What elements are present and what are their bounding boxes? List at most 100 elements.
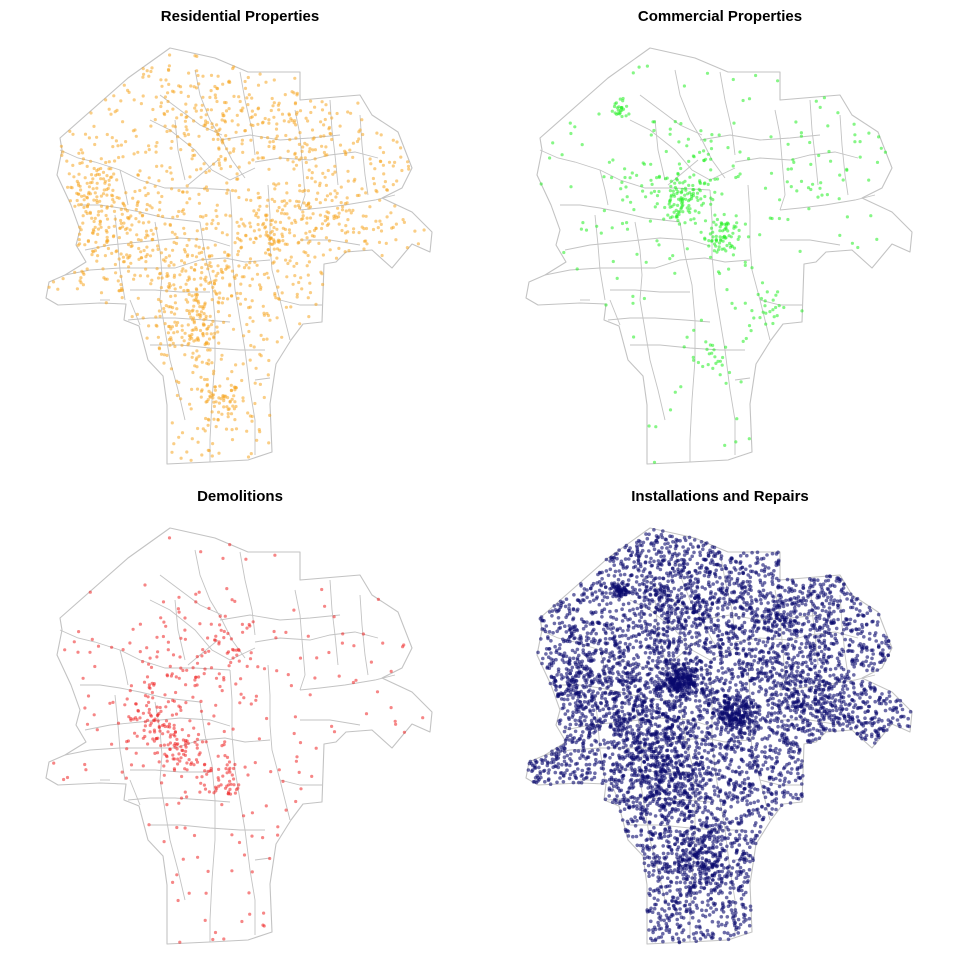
data-point: [347, 249, 351, 253]
data-point: [761, 655, 766, 659]
data-point: [96, 254, 100, 258]
neighborhood-boundary: [359, 594, 369, 676]
data-point: [216, 417, 220, 422]
data-point: [608, 567, 613, 572]
data-point: [580, 773, 585, 777]
data-point: [85, 164, 89, 168]
data-point: [720, 363, 724, 367]
data-point: [691, 183, 695, 188]
data-point: [625, 221, 629, 225]
data-point: [883, 150, 887, 154]
data-point: [212, 336, 216, 340]
data-point: [197, 245, 201, 249]
data-point: [836, 111, 840, 115]
data-point: [181, 857, 185, 861]
data-point: [250, 870, 254, 874]
data-point: [159, 744, 163, 748]
data-point: [721, 239, 725, 243]
data-point: [249, 138, 253, 142]
data-point: [183, 232, 187, 236]
data-point: [205, 222, 209, 226]
data-point: [212, 162, 216, 166]
data-point: [608, 609, 612, 614]
data-point: [91, 249, 95, 253]
data-point: [219, 167, 223, 171]
data-point: [205, 399, 209, 404]
data-point: [814, 619, 819, 623]
data-point: [344, 224, 348, 228]
data-point: [755, 742, 759, 746]
data-point: [362, 227, 366, 231]
data-point: [132, 277, 136, 281]
data-point: [99, 225, 103, 229]
data-point: [200, 360, 204, 364]
data-point: [183, 826, 187, 830]
data-point: [106, 246, 110, 251]
data-point: [195, 365, 199, 369]
data-point: [122, 221, 126, 225]
neighborhood-boundary: [129, 299, 141, 326]
data-point: [642, 296, 646, 301]
data-point: [176, 757, 180, 761]
data-point: [769, 782, 773, 787]
data-point: [96, 213, 100, 217]
data-point: [551, 631, 555, 635]
data-point: [90, 180, 94, 184]
data-point: [659, 608, 663, 613]
data-point: [142, 680, 147, 684]
data-point: [581, 730, 585, 734]
data-point: [551, 141, 555, 145]
data-point: [105, 174, 109, 178]
data-point: [789, 715, 794, 719]
data-point: [863, 737, 868, 741]
data-point: [858, 602, 863, 606]
data-point: [175, 825, 179, 830]
data-point: [422, 228, 426, 232]
data-point: [844, 626, 849, 631]
data-point: [211, 269, 215, 273]
data-point: [337, 674, 341, 678]
data-point: [741, 98, 745, 103]
data-point: [269, 223, 273, 227]
data-point: [153, 751, 157, 755]
data-point: [121, 255, 125, 259]
data-point: [325, 153, 329, 157]
data-point: [768, 310, 772, 314]
data-point: [233, 400, 237, 404]
data-point: [261, 923, 265, 927]
data-point: [203, 343, 207, 347]
data-point: [869, 661, 873, 666]
data-point: [218, 614, 222, 618]
data-point: [862, 635, 866, 639]
data-point: [250, 109, 254, 113]
data-point: [815, 728, 819, 733]
data-point: [782, 766, 786, 771]
data-point: [198, 790, 202, 794]
data-point: [217, 642, 221, 646]
data-point: [136, 150, 140, 154]
data-point: [768, 591, 773, 595]
data-point: [222, 937, 226, 941]
data-point: [203, 787, 208, 791]
data-point: [184, 683, 188, 687]
data-point: [699, 129, 703, 133]
data-point: [92, 166, 96, 171]
data-point: [294, 220, 298, 224]
data-point: [772, 315, 776, 319]
data-point: [719, 842, 723, 847]
data-point: [173, 320, 177, 324]
data-point: [695, 191, 700, 195]
data-point: [774, 807, 778, 812]
data-point: [194, 262, 198, 267]
data-point: [167, 264, 171, 268]
data-point: [691, 355, 695, 359]
data-point: [203, 650, 207, 655]
data-point: [164, 719, 169, 723]
data-point: [297, 142, 301, 146]
data-point: [168, 166, 172, 170]
data-point: [758, 830, 762, 834]
data-point: [526, 768, 531, 772]
data-point: [686, 199, 691, 203]
data-point: [760, 750, 764, 754]
data-point: [288, 259, 292, 263]
